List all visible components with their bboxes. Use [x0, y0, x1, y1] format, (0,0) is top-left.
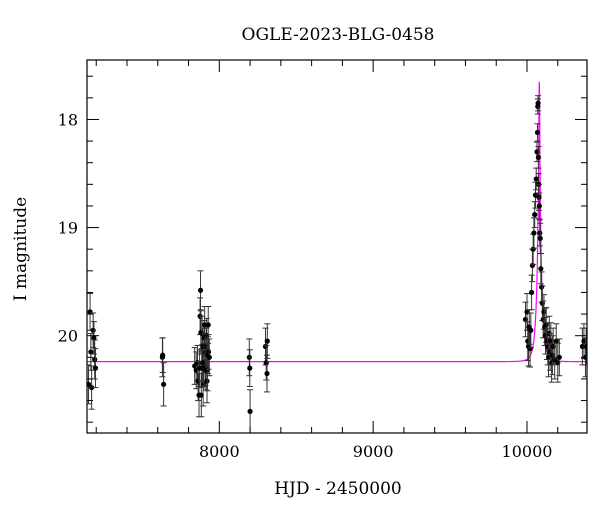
- data-point: [528, 274, 535, 311]
- point-marker: [583, 343, 587, 350]
- point-marker: [89, 384, 95, 391]
- data-point: [90, 321, 97, 355]
- data-point: [191, 347, 198, 385]
- point-marker: [205, 349, 212, 355]
- data-point: [264, 323, 271, 359]
- point-marker: [529, 262, 535, 269]
- data-point: [90, 312, 97, 349]
- point-marker: [198, 392, 204, 398]
- point-marker: [161, 381, 167, 387]
- x-axis-label: HJD - 2450000: [274, 479, 402, 499]
- data-point: [88, 365, 95, 410]
- point-marker: [205, 322, 211, 328]
- data-point: [530, 233, 537, 265]
- point-marker: [532, 212, 538, 218]
- point-marker: [541, 309, 547, 315]
- x-tick-label: 9000: [353, 442, 394, 461]
- point-marker: [553, 338, 559, 344]
- point-marker: [535, 100, 541, 106]
- data-point: [553, 323, 560, 359]
- point-marker: [530, 246, 536, 252]
- data-point: [87, 333, 94, 371]
- point-marker: [528, 327, 534, 333]
- chart-title: OGLE-2023-BLG-0458: [242, 25, 435, 45]
- data-point: [530, 217, 537, 249]
- data-point: [87, 293, 94, 331]
- point-marker: [160, 352, 166, 358]
- data-point: [160, 362, 167, 407]
- point-marker: [533, 176, 539, 182]
- point-marker: [536, 203, 542, 209]
- point-marker: [556, 354, 562, 360]
- data-point: [206, 338, 213, 377]
- y-tick-label: 20: [58, 327, 78, 346]
- point-marker: [199, 330, 205, 337]
- data-point: [531, 201, 538, 229]
- point-marker: [529, 289, 535, 296]
- x-tick-label: 10000: [502, 442, 553, 461]
- x-tick-label: 8000: [199, 442, 240, 461]
- point-marker: [527, 346, 533, 352]
- data-point: [91, 339, 98, 380]
- point-marker: [535, 154, 541, 160]
- point-marker: [538, 266, 544, 272]
- data-point: [246, 349, 253, 388]
- data-points-layer: [87, 95, 587, 433]
- point-marker: [549, 352, 555, 358]
- data-point: [536, 192, 543, 220]
- point-marker: [90, 327, 96, 333]
- point-marker: [264, 370, 270, 377]
- data-point: [92, 348, 99, 389]
- y-tick-label: 19: [58, 219, 78, 238]
- point-marker: [197, 287, 204, 293]
- point-marker: [534, 129, 541, 136]
- point-marker: [543, 322, 549, 328]
- y-tick-label: 18: [58, 110, 78, 129]
- point-marker: [91, 335, 97, 341]
- plot-frame: [86, 59, 588, 434]
- data-point: [527, 312, 534, 349]
- point-marker: [92, 365, 99, 371]
- point-marker: [247, 408, 253, 414]
- point-marker: [92, 356, 98, 363]
- model-curve-layer: [87, 81, 587, 363]
- data-point: [556, 338, 563, 377]
- data-point: [205, 334, 212, 370]
- point-marker: [263, 360, 269, 366]
- point-marker: [539, 284, 545, 290]
- data-point: [247, 389, 254, 433]
- data-point: [549, 335, 556, 376]
- point-marker: [531, 230, 537, 236]
- point-marker: [247, 365, 253, 371]
- point-marker: [537, 235, 543, 241]
- data-point: [583, 327, 587, 366]
- data-point: [534, 123, 541, 142]
- point-marker: [206, 354, 212, 360]
- data-point: [197, 270, 204, 311]
- data-point: [535, 145, 542, 169]
- data-point: [537, 253, 544, 285]
- y-axis-label: I magnitude: [11, 197, 31, 301]
- point-marker: [264, 338, 270, 344]
- data-point: [554, 342, 561, 383]
- data-point: [535, 95, 542, 112]
- point-marker: [88, 349, 94, 355]
- model-curve: [87, 81, 587, 363]
- data-point: [529, 248, 536, 283]
- axes-layer: 8000 9000 10000 18 19 20: [58, 59, 588, 461]
- data-point: [159, 337, 166, 373]
